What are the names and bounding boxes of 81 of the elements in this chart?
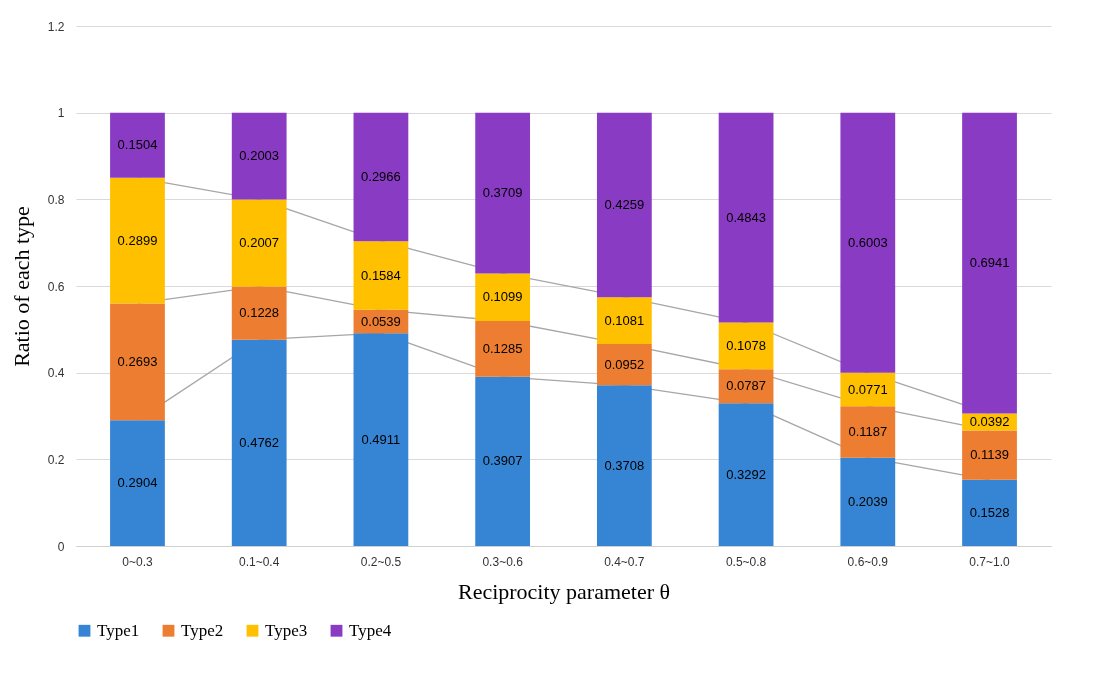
x-axis-title: Reciprocity parameter θ [457,578,671,604]
bar [840,457,896,546]
data-label: 0.4843 [726,209,766,225]
data-label: 0.6941 [969,255,1010,271]
legend-label: Type3 [265,620,308,640]
y-tick-label: 0.8 [47,192,65,207]
bar [962,479,1017,546]
data-label: 0.0771 [847,381,888,397]
data-label: 0.1099 [482,289,523,305]
bar [353,241,409,310]
bar [110,303,165,421]
bar [962,112,1017,414]
bar [475,273,531,322]
bar [353,112,409,242]
y-tick-label: 0.4 [47,366,65,381]
data-label: 0.1528 [969,504,1010,520]
data-label: 0.0787 [726,378,766,394]
data-label: 0.1081 [604,312,645,328]
x-tick-label: 0.5~0.8 [725,554,767,569]
data-label: 0.3708 [604,457,645,473]
bar [353,333,409,546]
bar [840,406,896,458]
bar [718,112,774,323]
bar [231,339,287,546]
x-tick-label: 0~0.3 [122,554,153,569]
bar [962,430,1017,480]
bar [475,321,531,377]
data-label: 0.2904 [117,475,158,491]
bar [596,297,652,345]
y-tick-label: 1.2 [47,19,65,34]
legend-label: Type1 [97,620,140,640]
y-tick-label: 1 [57,106,65,121]
data-label: 0.0392 [969,413,1010,429]
bar [110,420,165,546]
data-label: 0.1584 [361,267,401,283]
bar [840,112,896,373]
data-label: 0.1285 [482,340,523,356]
data-label: 0.2003 [239,148,280,164]
legend-label: Type4 [349,620,392,640]
data-label: 0.1187 [848,423,888,439]
y-tick-label: 0.2 [47,452,65,467]
x-tick-label: 0.1~0.4 [239,554,280,569]
data-label: 0.3907 [482,453,523,469]
bar [840,372,896,407]
data-label: 0.3709 [482,185,523,201]
data-label: 0.0952 [604,356,645,372]
bar [231,286,287,340]
data-label: 0.2899 [117,232,158,248]
data-label: 0.2966 [361,168,401,184]
data-label: 0.3292 [726,466,766,482]
data-label: 0.4762 [239,434,280,450]
y-tick-label: 0 [57,539,65,554]
y-tick-label: 0.6 [47,279,65,294]
x-tick-label: 0.3~0.6 [482,554,524,569]
legend-label: Type2 [181,620,224,640]
data-label: 0.4259 [604,196,645,212]
bar [231,112,287,200]
data-label: 0.6003 [847,234,888,250]
x-tick-label: 0.6~0.9 [847,554,889,569]
data-label: 0.4911 [361,431,401,447]
data-label: 0.2693 [117,353,158,369]
x-tick-label: 0.2~0.5 [360,554,402,569]
data-label: 0.0539 [361,313,401,329]
bar [718,403,774,546]
bar [110,177,165,304]
bar [231,199,287,287]
bar [596,385,652,546]
data-label: 0.1078 [726,337,766,353]
bar [110,112,165,178]
data-label: 0.2007 [239,234,280,250]
bar [475,112,531,274]
y-axis-title: Ratio of each type [8,206,34,367]
bar [475,376,531,546]
x-tick-label: 0.4~0.7 [604,554,645,569]
data-label: 0.1504 [117,137,158,153]
bar [596,112,652,298]
data-label: 0.1228 [239,305,280,321]
data-label: 0.2039 [847,493,888,509]
bar [596,344,652,386]
x-tick-label: 0.7~1.0 [969,554,1011,569]
data-label: 0.1139 [970,447,1009,463]
